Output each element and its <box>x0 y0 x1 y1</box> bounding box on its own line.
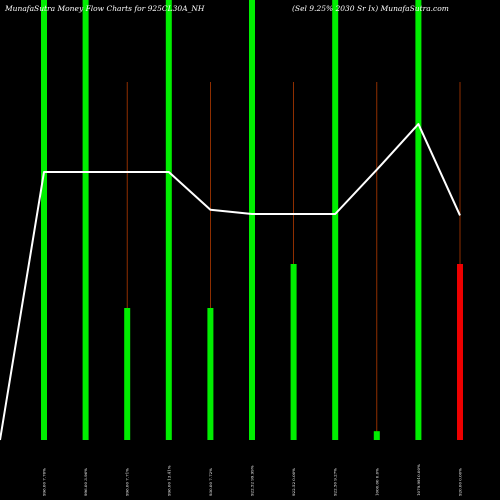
x-tick-label: 922.50 9.27% <box>333 468 338 496</box>
x-tick-label: 1079.9910.00% <box>416 464 421 496</box>
bars-layer <box>41 0 463 440</box>
bar <box>415 0 422 440</box>
x-tick-label: 930.00 7.72% <box>208 468 213 496</box>
bar <box>82 0 89 440</box>
x-tick-labels: 996.00 7.76% 996.00 3.96% 996.00 7.71% 996.… <box>42 464 463 496</box>
line-layer <box>0 123 461 441</box>
bar <box>249 0 255 440</box>
price-line <box>0 123 461 441</box>
x-tick-label: 920.00 0.00% <box>458 468 463 496</box>
x-tick-label: 996.00 7.76% <box>42 468 47 496</box>
bar <box>207 308 214 440</box>
x-tick-label: 996.00 7.71% <box>125 468 130 496</box>
bar <box>332 0 339 440</box>
bar <box>41 0 47 440</box>
x-tick-label: 922.52 99.99% <box>250 465 255 496</box>
bar <box>373 431 380 440</box>
chart-title-left: MunafaSutra Money Flow Charts for 925CL3… <box>4 4 205 13</box>
chart-title-right: (Sel 9.25% 2030 Sr Ix) MunafaSutra.com <box>292 4 449 13</box>
bar <box>124 308 131 440</box>
bar <box>457 264 463 440</box>
x-tick-label: 996.00 13.41% <box>166 465 171 496</box>
x-tick-label: 922.52 0.00% <box>291 468 296 496</box>
bar <box>165 0 172 440</box>
bar <box>290 264 297 440</box>
x-tick-label: 996.00 3.96% <box>83 468 88 496</box>
x-tick-label: 1000.00 0.0% <box>374 468 379 496</box>
